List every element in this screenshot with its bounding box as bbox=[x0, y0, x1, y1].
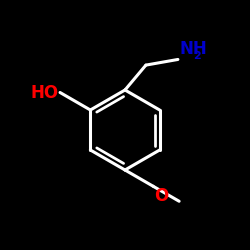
Text: O: O bbox=[154, 187, 168, 205]
Text: 2: 2 bbox=[193, 51, 201, 61]
Text: NH: NH bbox=[179, 40, 207, 58]
Text: HO: HO bbox=[31, 84, 59, 102]
